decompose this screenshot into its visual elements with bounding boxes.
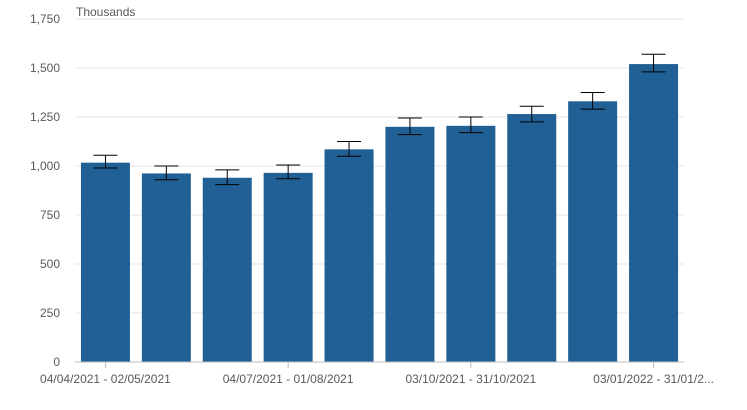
bar[interactable]: [446, 125, 496, 362]
axes: 0 250 500 750 1,000 1,250 1,500 1,750 04/04/2021…: [30, 12, 714, 386]
x-tick-label: 03/01/2022 - 31/01/2...: [593, 372, 714, 386]
bar[interactable]: [568, 101, 618, 362]
x-tick-label: 04/07/2021 - 01/08/2021: [223, 372, 354, 386]
bar[interactable]: [629, 64, 679, 362]
error-bar: [458, 116, 483, 134]
y-unit-label: Thousands: [76, 5, 135, 19]
x-tick-label: 04/04/2021 - 02/05/2021: [40, 372, 171, 386]
bar[interactable]: [80, 162, 130, 362]
y-tick-label: 1,500: [30, 61, 60, 75]
y-tick-label: 0: [53, 355, 60, 369]
bar[interactable]: [202, 177, 252, 362]
bars: [80, 64, 679, 362]
error-bar: [519, 105, 544, 123]
y-tick-label: 250: [40, 306, 60, 320]
error-bars: [93, 53, 666, 186]
y-tick-label: 750: [40, 208, 60, 222]
bar[interactable]: [263, 172, 313, 362]
bar[interactable]: [324, 149, 374, 362]
y-tick-label: 1,750: [30, 12, 60, 26]
bar[interactable]: [385, 126, 435, 362]
error-bar: [397, 117, 422, 136]
bar[interactable]: [507, 114, 557, 362]
error-bar: [215, 169, 240, 186]
y-tick-label: 500: [40, 257, 60, 271]
x-tick-label: 03/10/2021 - 31/10/2021: [405, 372, 536, 386]
error-bar: [337, 141, 362, 157]
error-bar: [580, 92, 605, 110]
error-bar: [276, 164, 301, 180]
y-tick-label: 1,000: [30, 159, 60, 173]
bar[interactable]: [141, 173, 191, 362]
error-bar: [641, 53, 666, 73]
error-bar: [93, 154, 118, 169]
y-tick-label: 1,250: [30, 110, 60, 124]
error-bar: [154, 165, 179, 181]
